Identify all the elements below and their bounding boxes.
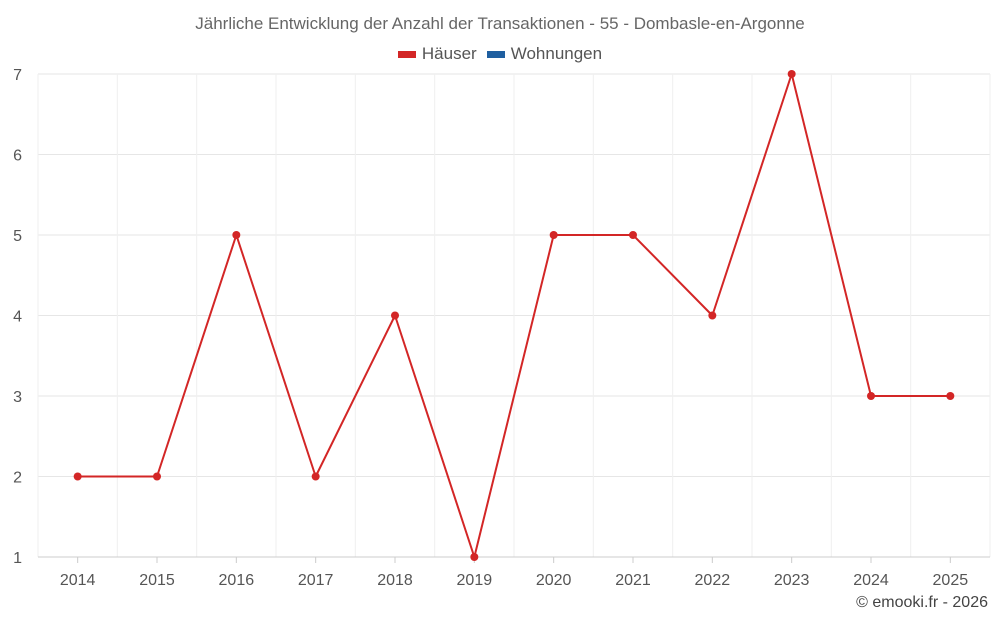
x-tick-label: 2019 — [457, 572, 493, 589]
chart-title: Jährliche Entwicklung der Anzahl der Tra… — [195, 14, 805, 33]
credit-text: © emooki.fr - 2026 — [856, 594, 988, 611]
data-point — [470, 553, 479, 561]
y-tick-label: 2 — [13, 470, 22, 487]
data-point — [73, 472, 82, 481]
data-point — [708, 311, 717, 320]
x-tick-label: 2023 — [774, 572, 810, 589]
data-point — [311, 472, 320, 481]
legend-label-haeuser: Häuser — [421, 44, 477, 63]
x-tick-label: 2015 — [139, 572, 175, 589]
x-tick-label: 2016 — [219, 572, 255, 589]
y-tick-label: 1 — [13, 550, 22, 567]
data-point — [946, 392, 955, 400]
x-tick-label: 2020 — [536, 572, 572, 589]
x-tick-label: 2024 — [853, 572, 889, 589]
x-tick-label: 2022 — [695, 572, 731, 589]
data-point — [867, 392, 875, 400]
x-tick-label: 2025 — [933, 572, 969, 589]
series — [73, 70, 955, 561]
data-point — [232, 231, 241, 239]
legend-swatch-haeuser — [397, 50, 416, 58]
data-point — [153, 472, 161, 481]
series-line-haeuser — [77, 73, 951, 558]
y-tick-label: 5 — [13, 228, 22, 245]
legend-swatch-wohnungen — [486, 50, 505, 58]
x-tick-label: 2017 — [298, 572, 334, 589]
data-point — [549, 231, 558, 239]
y-tick-label: 3 — [13, 389, 22, 406]
legend-label-wohnungen: Wohnungen — [510, 44, 603, 63]
grid — [37, 73, 991, 558]
axes: 1 2 3 4 5 6 7 2014 2015 2016 2017 2018 2019 2020 2021 2… — [13, 67, 990, 589]
data-point — [787, 70, 796, 78]
y-tick-label: 6 — [13, 148, 22, 165]
legend-item-wohnungen[interactable]: Wohnungen — [486, 44, 603, 64]
data-point — [391, 311, 399, 320]
data-point — [629, 231, 637, 239]
x-tick-label: 2014 — [60, 572, 96, 589]
legend-item-haeuser[interactable]: Häuser — [397, 44, 477, 64]
chart-legend: Häuser Wohnungen — [0, 44, 1000, 64]
y-tick-label: 7 — [13, 67, 22, 84]
x-tick-label: 2018 — [377, 572, 413, 589]
y-tick-label: 4 — [13, 309, 22, 326]
x-tick-label: 2021 — [615, 572, 651, 589]
